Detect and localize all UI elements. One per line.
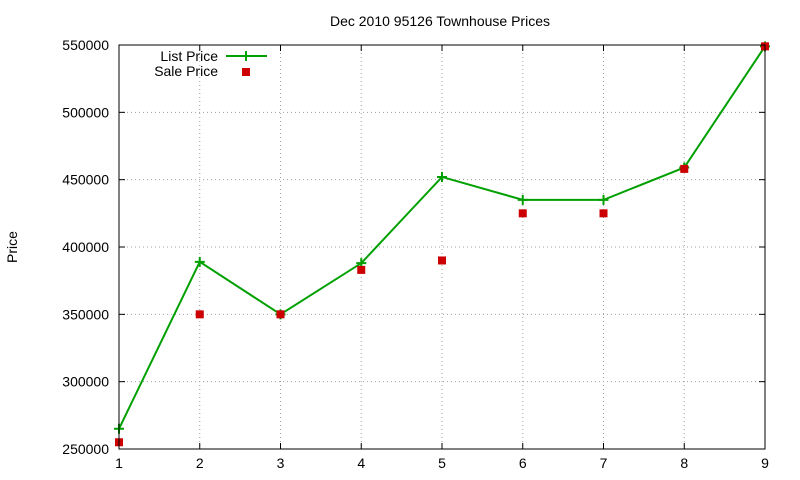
y-tick-label: 250000 [62, 441, 109, 457]
sale-price-point [276, 310, 285, 319]
legend-marker-list-price [241, 51, 251, 61]
x-tick-label: 3 [277, 455, 285, 471]
x-tick-label: 7 [600, 455, 608, 471]
sale-price-point [195, 310, 204, 319]
x-tick-label: 9 [761, 455, 769, 471]
x-tick-label: 6 [519, 455, 527, 471]
axis-ticks: 1 2 3 4 5 6 7 8 9 250000 300000 350000 400000 450000 5… [62, 37, 769, 471]
legend: List Price Sale Price [154, 48, 267, 79]
x-tick-label: 4 [357, 455, 365, 471]
y-axis-label: Price [4, 231, 20, 263]
plot-frame [118, 44, 766, 450]
x-tick-label: 8 [680, 455, 688, 471]
y-tick-label: 300000 [62, 374, 109, 390]
grid [119, 45, 765, 449]
sale-price-point [518, 209, 527, 218]
sale-price-point [599, 209, 608, 218]
list-price-point [194, 256, 205, 267]
x-tick-label: 2 [196, 455, 204, 471]
chart-title: Dec 2010 95126 Townhouse Prices [330, 13, 550, 29]
sale-price-point [438, 256, 446, 265]
legend-marker-sale-price [242, 68, 250, 76]
x-tick-label: 5 [438, 455, 446, 471]
legend-label-sale-price: Sale Price [154, 63, 218, 79]
sale-price-point [680, 164, 689, 173]
y-tick-label: 400000 [62, 239, 109, 255]
list-price-point [598, 194, 609, 205]
y-tick-label: 550000 [62, 37, 109, 53]
legend-label-list-price: List Price [160, 48, 218, 64]
sale-price-point [357, 265, 366, 274]
list-price-point [517, 194, 528, 205]
y-tick-label: 350000 [62, 306, 109, 322]
list-price-point [437, 171, 447, 182]
y-tick-label: 500000 [62, 104, 109, 120]
y-tick-label: 450000 [62, 172, 109, 188]
x-tick-label: 1 [115, 455, 123, 471]
